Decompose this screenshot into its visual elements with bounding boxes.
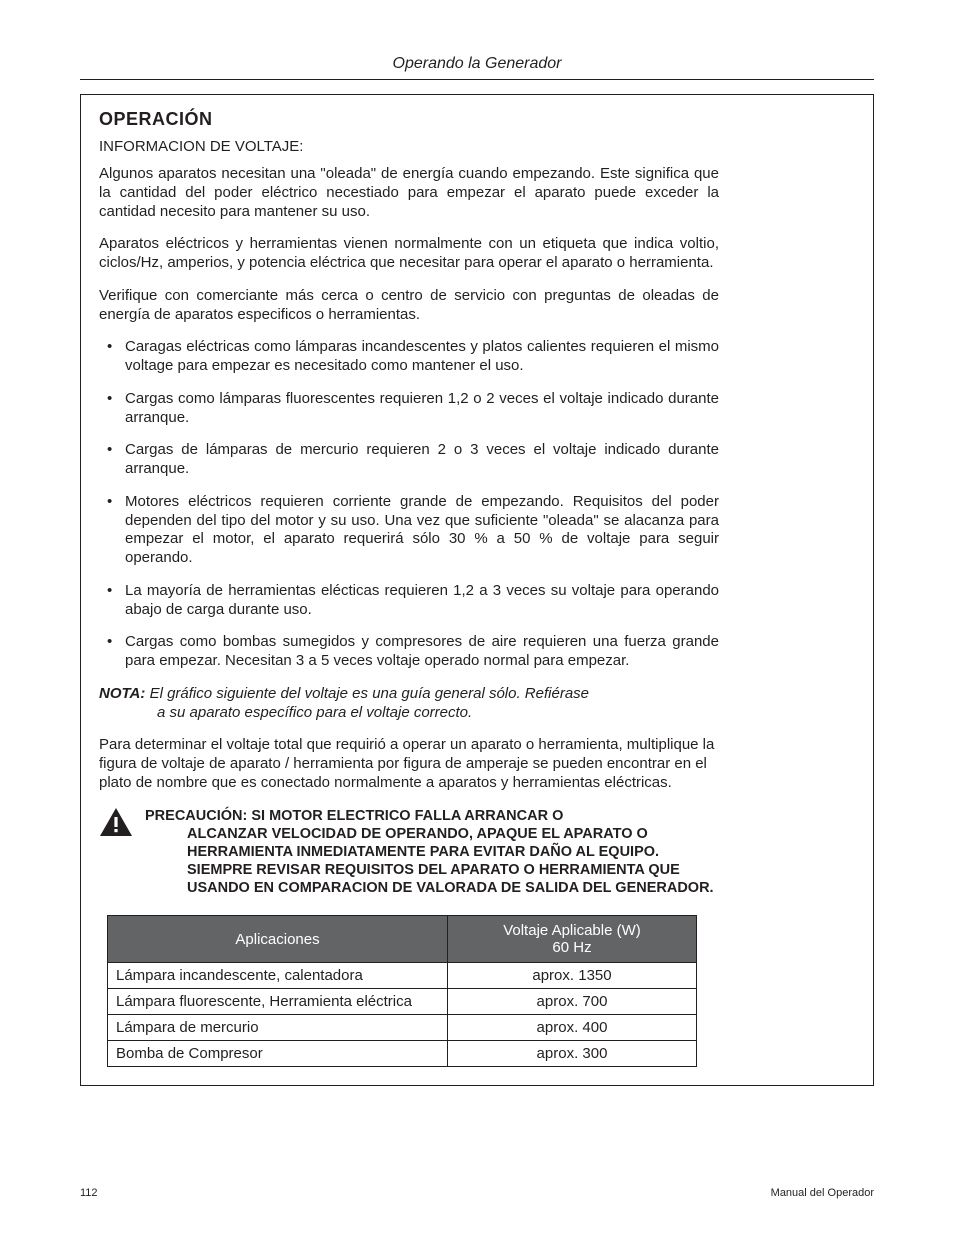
table-row: Bomba de Compresor aprox. 300: [108, 1041, 697, 1067]
bullet-list: Caragas eléctricas como lámparas incande…: [99, 338, 719, 671]
list-item: La mayoría de herramientas elécticas req…: [99, 582, 719, 620]
page-number: 112: [80, 1187, 98, 1199]
paragraph: Aparatos eléctricos y herramientas viene…: [99, 235, 719, 273]
table-header-app: Aplicaciones: [108, 916, 448, 963]
table-cell-val: aprox. 400: [448, 1015, 697, 1041]
table-header-val-line1: Voltaje Aplicable (W): [503, 922, 641, 939]
table-cell-val: aprox. 1350: [448, 963, 697, 989]
section-title: OPERACIÓN: [99, 109, 719, 130]
page: Operando la Generador OPERACIÓN INFORMAC…: [0, 0, 954, 1235]
table-cell-val: aprox. 700: [448, 989, 697, 1015]
header-rule: [80, 79, 874, 80]
paragraph: Verifique con comerciante más cerca o ce…: [99, 287, 719, 325]
caution-block: PRECAUCIÓN: SI MOTOR ELECTRICO FALLA ARR…: [99, 807, 719, 898]
table-row: Lámpara fluorescente, Herramienta eléctr…: [108, 989, 697, 1015]
content-box: OPERACIÓN INFORMACION DE VOLTAJE: Alguno…: [80, 94, 874, 1086]
footer-label: Manual del Operador: [771, 1187, 874, 1199]
table-header-val: Voltaje Aplicable (W) 60 Hz: [448, 916, 697, 963]
nota-text-line1: El gráfico siguiente del voltaje es una …: [150, 685, 589, 702]
nota-block: NOTA: El gráfico siguiente del voltaje e…: [99, 685, 719, 723]
table-cell-app: Lámpara de mercurio: [108, 1015, 448, 1041]
table-header-val-line2: 60 Hz: [552, 939, 591, 956]
table-cell-app: Lámpara incandescente, calentadora: [108, 963, 448, 989]
subheading: INFORMACION DE VOLTAJE:: [99, 138, 719, 155]
paragraph: Para determinar el voltaje total que req…: [99, 736, 719, 792]
list-item: Cargas de lámparas de mercurio requieren…: [99, 441, 719, 479]
text-column: OPERACIÓN INFORMACION DE VOLTAJE: Alguno…: [99, 109, 719, 1067]
running-header: Operando la Generador: [80, 55, 874, 73]
table-row: Lámpara incandescente, calentadora aprox…: [108, 963, 697, 989]
table-cell-val: aprox. 300: [448, 1041, 697, 1067]
page-footer: 112 Manual del Operador: [80, 1187, 874, 1199]
list-item: Cargas como lámparas fluorescentes requi…: [99, 390, 719, 428]
nota-text-line2: a su aparato específico para el voltaje …: [99, 704, 719, 723]
table-cell-app: Lámpara fluorescente, Herramienta eléctr…: [108, 989, 448, 1015]
nota-label: NOTA:: [99, 685, 145, 702]
list-item: Cargas como bombas sumegidos y compresor…: [99, 633, 719, 671]
caution-first-line: PRECAUCIÓN: SI MOTOR ELECTRICO FALLA ARR…: [145, 808, 563, 824]
caution-rest: ALCANZAR VELOCIDAD DE OPERANDO, APAQUE E…: [145, 825, 719, 898]
voltage-table: Aplicaciones Voltaje Aplicable (W) 60 Hz…: [107, 915, 697, 1067]
table-cell-app: Bomba de Compresor: [108, 1041, 448, 1067]
caution-text: PRECAUCIÓN: SI MOTOR ELECTRICO FALLA ARR…: [145, 807, 719, 898]
list-item: Motores eléctricos requieren corriente g…: [99, 493, 719, 568]
warning-triangle-icon: [99, 807, 133, 837]
paragraph: Algunos aparatos necesitan una "oleada" …: [99, 165, 719, 221]
table-row: Lámpara de mercurio aprox. 400: [108, 1015, 697, 1041]
list-item: Caragas eléctricas como lámparas incande…: [99, 338, 719, 376]
table-header-row: Aplicaciones Voltaje Aplicable (W) 60 Hz: [108, 916, 697, 963]
